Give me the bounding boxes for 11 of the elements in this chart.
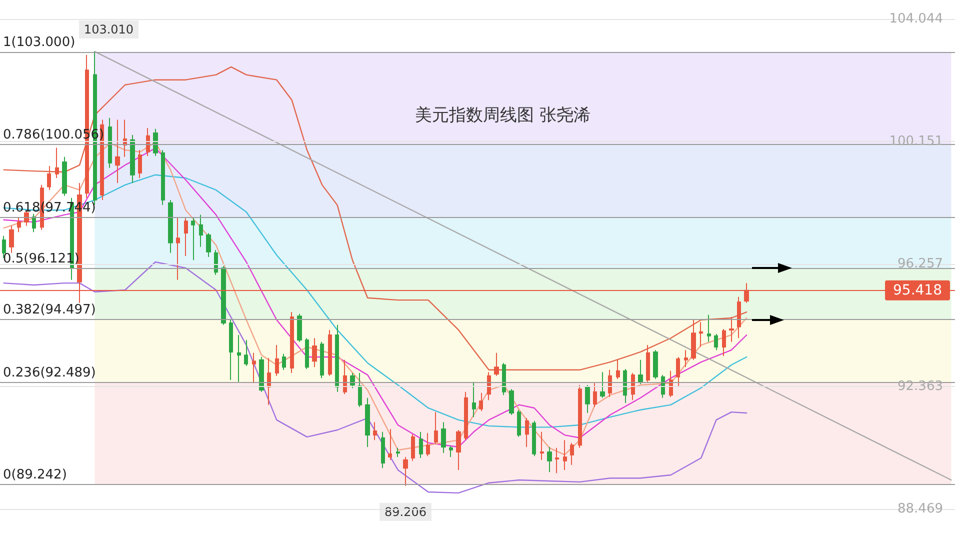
y-tick-label: 104.044 (889, 12, 943, 26)
y-tick-label: 88.469 (898, 502, 943, 516)
ref-line-label: 95.418 (893, 282, 942, 298)
y-tick-label: 96.257 (898, 256, 943, 272)
ref-line-label: 0.236(92.489) (3, 365, 96, 380)
ref-line-label: 0(89.242) (3, 468, 67, 483)
text: 美元指数周线图 张尧浠 (415, 106, 590, 126)
y-tick-label: 92.363 (898, 378, 943, 394)
ref-line-label: 0.382(94.497) (3, 302, 96, 318)
annotation: 103.010 (84, 22, 134, 37)
ref-line-label: 1(103.000) (3, 34, 76, 50)
